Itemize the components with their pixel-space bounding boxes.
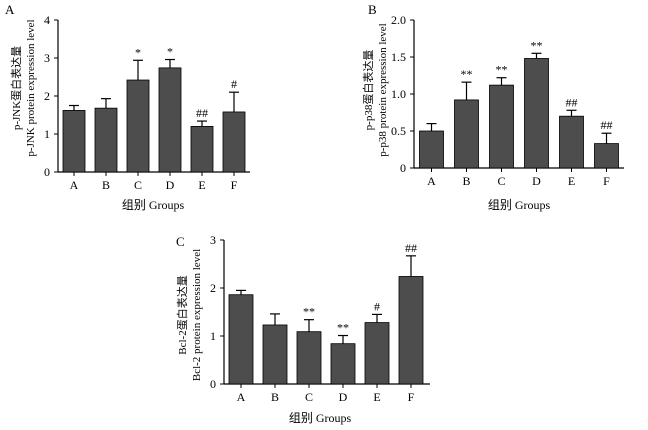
x-tick-label: F: [408, 390, 415, 404]
bar: [559, 115, 584, 169]
bar: [94, 107, 118, 173]
x-tick-label: F: [603, 174, 610, 188]
bar: [228, 294, 254, 385]
x-tick-label: D: [166, 178, 175, 192]
bar: [330, 343, 356, 385]
significance-label: **: [337, 321, 349, 335]
significance-label: ##: [196, 106, 208, 120]
x-tick-label: C: [134, 178, 142, 192]
panel-label: B: [368, 2, 377, 17]
panel-b-chart: B p-p38蛋白表达量 p-p38 protein expression le…: [361, 2, 624, 212]
y-tick-label: 2: [44, 89, 50, 103]
bar: [126, 79, 150, 173]
panel-c-chart: C Bcl-2蛋白表达量 Bcl-2 protein expression le…: [175, 233, 430, 425]
x-tick-label: E: [373, 390, 380, 404]
significance-label: **: [461, 67, 473, 81]
x-tick-label: E: [198, 178, 205, 192]
x-tick-label: F: [231, 178, 238, 192]
x-axis-title: 组别 Groups: [488, 198, 551, 212]
significance-label: ##: [601, 118, 613, 132]
y-tick-label: 2: [210, 281, 216, 295]
bar: [190, 126, 214, 173]
y-tick-label: 3: [210, 233, 216, 247]
y-axis-title-cn: Bcl-2蛋白表达量: [175, 275, 189, 354]
y-axis-title-cn: p-p38蛋白表达量: [361, 50, 375, 131]
y-tick-label: 0: [400, 161, 406, 175]
significance-label: **: [496, 63, 508, 77]
x-tick-label: A: [427, 174, 436, 188]
panel-a-chart: A p-JNK蛋白表达量 p-JNK protein expression le…: [5, 2, 250, 212]
x-tick-label: E: [568, 174, 575, 188]
y-axis-title-en: p-p38 protein expression level: [377, 23, 389, 157]
y-axis-title-en: Bcl-2 protein expression level: [191, 249, 203, 381]
x-tick-label: A: [237, 390, 246, 404]
x-tick-label: C: [305, 390, 313, 404]
y-tick-label: 3: [44, 51, 50, 65]
y-tick-label: 1.0: [391, 87, 406, 101]
significance-label: *: [167, 45, 173, 59]
bar: [594, 143, 619, 169]
x-tick-label: D: [532, 174, 541, 188]
x-tick-label: C: [497, 174, 505, 188]
significance-label: *: [135, 45, 141, 59]
x-tick-label: B: [462, 174, 470, 188]
y-tick-label: 0.5: [391, 124, 406, 138]
y-tick-label: 1: [44, 127, 50, 141]
x-tick-label: D: [339, 390, 348, 404]
bar: [398, 276, 424, 385]
bar: [296, 331, 322, 385]
y-tick-label: 0: [44, 165, 50, 179]
bar: [419, 130, 444, 169]
y-axis-title-en: p-JNK protein expression level: [25, 19, 37, 156]
bar: [524, 58, 549, 169]
bar: [489, 84, 514, 169]
significance-label: **: [303, 305, 315, 319]
y-tick-label: 4: [44, 13, 50, 27]
significance-label: ##: [566, 95, 578, 109]
y-tick-label: 0: [210, 377, 216, 391]
x-axis-title: 组别 Groups: [122, 198, 185, 212]
panel-label: C: [176, 234, 185, 249]
x-tick-label: B: [271, 390, 279, 404]
y-tick-label: 1: [210, 329, 216, 343]
bar: [158, 67, 182, 173]
x-tick-label: A: [70, 178, 79, 192]
y-axis-title-cn: p-JNK蛋白表达量: [9, 46, 23, 130]
significance-label: ##: [405, 241, 417, 255]
x-axis-title: 组别 Groups: [289, 411, 352, 425]
significance-label: #: [374, 299, 380, 313]
bar: [222, 111, 246, 173]
panel-label: A: [5, 2, 15, 17]
x-tick-label: B: [102, 178, 110, 192]
bar: [454, 99, 479, 169]
significance-label: #: [231, 77, 237, 91]
bar: [62, 110, 86, 173]
y-tick-label: 2.0: [391, 13, 406, 27]
bar: [262, 324, 288, 385]
significance-label: **: [531, 38, 543, 52]
y-tick-label: 1.5: [391, 50, 406, 64]
bar: [364, 322, 390, 385]
